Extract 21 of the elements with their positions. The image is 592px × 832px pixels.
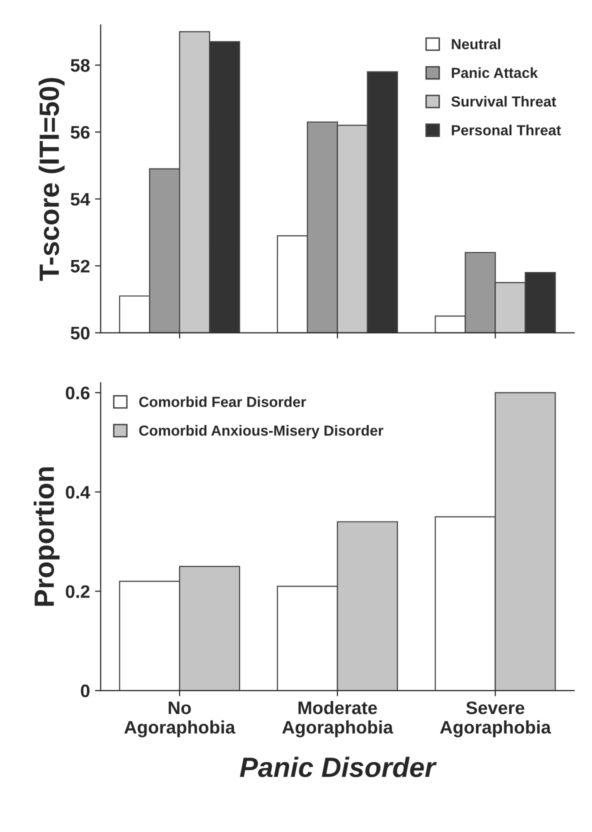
- y-tick-label: 54: [70, 193, 90, 206]
- legend-label: Comorbid Fear Disorder: [139, 396, 306, 408]
- y-tick-label: 58: [70, 59, 90, 72]
- x-tick-label: No Agoraphobia: [124, 702, 236, 738]
- y-tick-label: 0.4: [66, 486, 90, 499]
- y-tick-label: 50: [70, 326, 90, 340]
- y-tick-label: 52: [70, 260, 90, 273]
- y-axis-title: T-score (ITI=50): [38, 78, 65, 281]
- legend-label: Comorbid Anxious-Misery Disorder: [139, 425, 384, 439]
- x-tick-label: Moderate Agoraphobia: [282, 700, 394, 738]
- legend-label: Panic Attack: [452, 67, 538, 78]
- y-tick-label: 0: [80, 684, 90, 698]
- x-tick-label: Severe Agoraphobia: [440, 701, 552, 738]
- y-axis-title: Proportion: [34, 467, 60, 606]
- y-tick-label: 56: [70, 126, 90, 139]
- y-tick-label: 0.6: [66, 386, 90, 400]
- legend-label: Neutral: [452, 38, 500, 50]
- legend-label: Survival Threat: [451, 96, 556, 107]
- y-tick-label: 0.2: [66, 585, 90, 598]
- legend-label: Personal Threat: [452, 124, 561, 136]
- x-axis-title: Panic Disorder: [240, 756, 437, 778]
